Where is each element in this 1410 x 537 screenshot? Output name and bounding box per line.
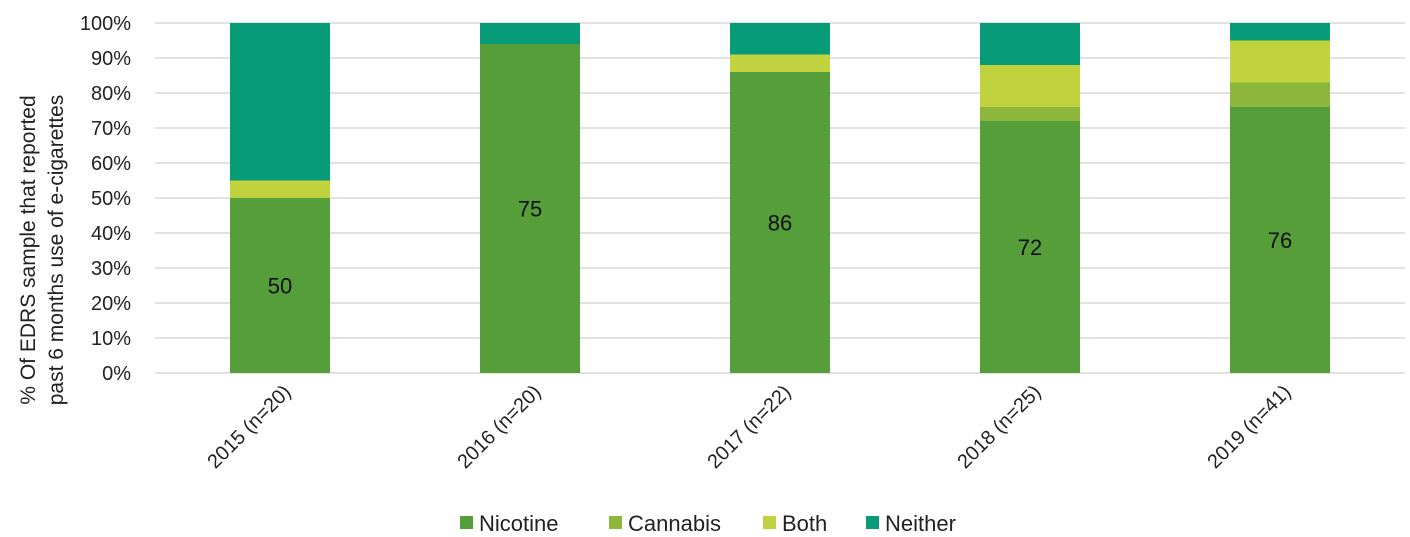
data-label: 75 (518, 197, 542, 222)
y-tick-label: 50% (91, 188, 131, 210)
y-axis-title-line-1: % Of EDRS sample that reported (17, 95, 40, 404)
y-axis-title: % Of EDRS sample that reported past 6 mo… (17, 95, 68, 406)
data-label: 72 (1018, 235, 1042, 260)
y-tick-label: 60% (91, 153, 131, 175)
bar-segment-both (980, 65, 1080, 107)
bar-segment-neither (230, 23, 330, 181)
bar-segment-neither (480, 23, 580, 44)
bar-segment-both (230, 180, 330, 198)
legend: Nicotine Cannabis Both Neither (460, 511, 956, 536)
bar-segment-nicotine (480, 44, 580, 373)
bar-segment-nicotine (980, 121, 1080, 373)
data-label: 86 (768, 211, 792, 236)
data-label: 76 (1268, 228, 1292, 253)
y-tick-label: 70% (91, 118, 131, 140)
legend-swatch-cannabis (609, 516, 622, 529)
y-axis-title-line-2: past 6 months use of e-cigarettes (45, 95, 68, 406)
y-tick-label: 0% (102, 363, 131, 385)
legend-label-neither: Neither (885, 511, 956, 536)
data-labels: 50 75 86 72 76 (268, 197, 1292, 299)
y-tick-label: 80% (91, 83, 131, 105)
bar-segment-cannabis (980, 107, 1080, 121)
bar-segment-neither (1230, 23, 1330, 41)
bar-segment-nicotine (1230, 107, 1330, 373)
y-tick-label: 40% (91, 223, 131, 245)
legend-swatch-both (763, 516, 776, 529)
y-tick-label: 10% (91, 328, 131, 350)
x-tick-label: 2019 (n=41) (1203, 381, 1295, 473)
bar-segment-nicotine (230, 198, 330, 373)
x-tick-label: 2017 (n=22) (703, 381, 795, 473)
y-tick-label: 30% (91, 258, 131, 280)
data-label: 50 (268, 274, 292, 299)
legend-label-both: Both (782, 511, 827, 536)
bar-segment-neither (980, 23, 1080, 65)
legend-label-nicotine: Nicotine (479, 511, 558, 536)
y-tick-label: 100% (80, 13, 131, 35)
bar-segment-both (730, 54, 830, 72)
x-tick-label: 2015 (n=20) (203, 381, 295, 473)
legend-swatch-nicotine (460, 516, 473, 529)
y-axis-ticks: 0% 10% 20% 30% 40% 50% 60% 70% 80% 90% 100% (80, 13, 131, 385)
legend-label-cannabis: Cannabis (628, 511, 721, 536)
x-tick-label: 2016 (n=20) (453, 381, 545, 473)
legend-swatch-neither (866, 516, 879, 529)
bar-segment-both (1230, 40, 1330, 83)
y-tick-label: 90% (91, 48, 131, 70)
bar-segment-cannabis (1230, 82, 1330, 107)
y-tick-label: 20% (91, 293, 131, 315)
bar-segment-neither (730, 23, 830, 55)
x-tick-label: 2018 (n=25) (953, 381, 1045, 473)
bar-segment-nicotine (730, 72, 830, 373)
bars (230, 23, 1330, 373)
x-axis-ticks: 2015 (n=20) 2016 (n=20) 2017 (n=22) 2018 (n… (203, 381, 1295, 473)
